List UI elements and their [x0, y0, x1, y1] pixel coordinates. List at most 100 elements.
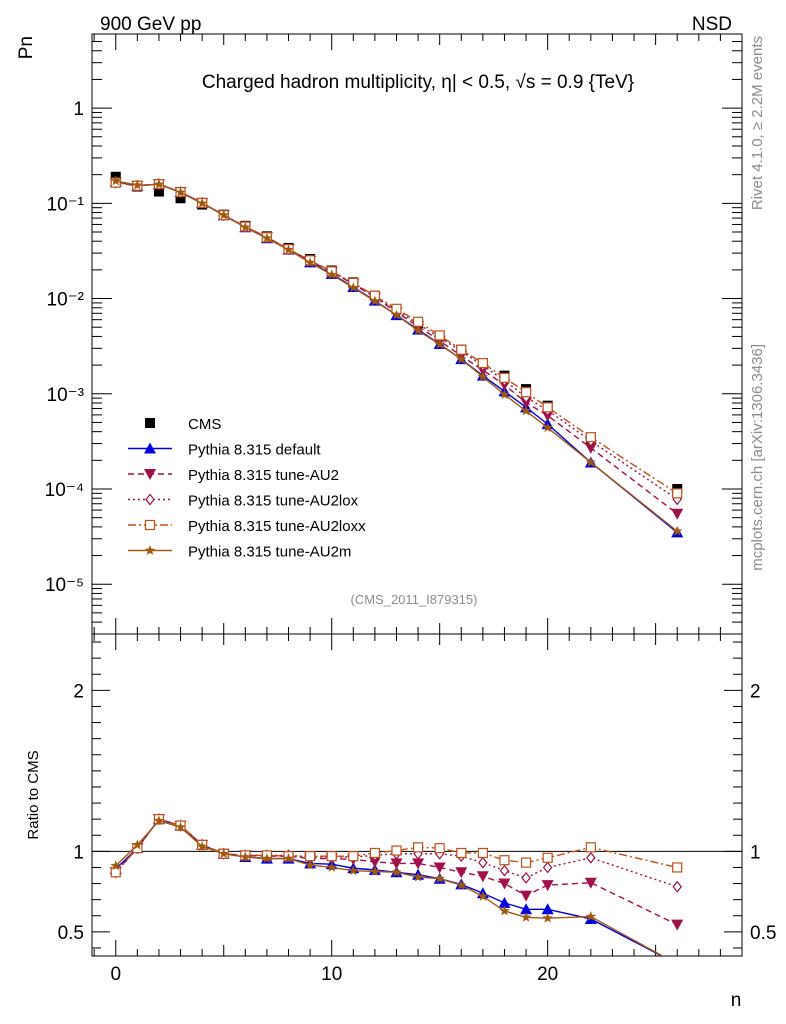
- analysis-label: (CMS_2011_I879315): [351, 592, 478, 607]
- main-series-pythia-8-315-tune-au2loxx-point: [412, 316, 424, 327]
- main-series-pythia-8-315-tune-au2m-point: [348, 282, 359, 293]
- main-series-pythia-8-315-tune-au2loxx-point: [542, 402, 553, 413]
- ratio-series-pythia-8-315-tune-au2-point: [541, 880, 554, 892]
- ratio-series-pythia-8-315-tune-au2m-point: [520, 911, 532, 922]
- main-series-cms-point: [153, 186, 164, 197]
- ratio-series-pythia-8-315-tune-au2lox-point: [478, 856, 488, 869]
- legend-entry-pythia-8-315-tune-au2lox-marker: [145, 493, 155, 506]
- legend-entry-pythia-8-315-tune-au2m-marker: [144, 545, 156, 555]
- main-series-pythia-8-315-tune-au2m-point: [585, 456, 597, 467]
- ratio-y-tick-label: 2: [73, 681, 84, 702]
- ratio-series-pythia-8-315-tune-au2m-point: [304, 859, 316, 870]
- ratio-series-pythia-8-315-default-point: [541, 903, 554, 915]
- x-axis-label: n: [731, 990, 742, 1011]
- ratio-series-pythia-8-315-tune-au2m-point: [369, 865, 381, 876]
- ratio-series-pythia-8-315-tune-au2-point: [520, 890, 533, 902]
- ratio-series-pythia-8-315-tune-au2loxx-point: [412, 842, 424, 853]
- main-series-pythia-8-315-tune-au2loxx-point: [585, 432, 596, 443]
- ratio-series-pythia-8-315-tune-au2m-point: [110, 860, 121, 871]
- legend-entry-pythia-8-315-tune-au2m-label: Pythia 8.315 tune-AU2m: [188, 544, 351, 561]
- ratio-series-pythia-8-315-tune-au2-point: [671, 919, 684, 931]
- y-tick-label: 10⁻¹: [47, 194, 85, 215]
- legend-entry-pythia-8-315-tune-au2loxx-label: Pythia 8.315 tune-AU2loxx: [188, 518, 366, 535]
- ratio-series-pythia-8-315-tune-au2loxx-point: [542, 852, 553, 863]
- legend-entry-pythia-8-315-tune-au2lox-label: Pythia 8.315 tune-AU2lox: [188, 493, 359, 510]
- ratio-series-pythia-8-315-tune-au2lox-point: [521, 871, 531, 884]
- main-series-pythia-8-315-tune-au2-point: [584, 442, 597, 454]
- main-series-pythia-8-315-tune-au2m-point: [456, 353, 467, 364]
- main-series-pythia-8-315-tune-au2m-point: [261, 232, 273, 243]
- ratio-series-pythia-8-315-tune-au2m-point: [153, 815, 165, 826]
- x-tick-label: 0: [110, 964, 121, 985]
- ratio-series-pythia-8-315-tune-au2m-point: [434, 873, 445, 884]
- main-series-pythia-8-315-tune-au2loxx-point: [499, 372, 510, 383]
- ratio-series-pythia-8-315-tune-au2m-point: [542, 912, 553, 923]
- ratio-series-pythia-8-315-tune-au2m-point: [175, 821, 186, 832]
- ratio-series-pythia-8-315-tune-au2m-point: [348, 865, 359, 876]
- ratio-series-pythia-8-315-tune-au2loxx-point: [499, 855, 510, 866]
- y-tick-label: 1: [73, 99, 84, 120]
- main-series-pythia-8-315-tune-au2loxx-point: [477, 357, 488, 369]
- ratio-series-pythia-8-315-tune-au2m-point: [132, 839, 143, 850]
- main-series-pythia-8-315-tune-au2m-point: [369, 295, 381, 306]
- legend-entry-pythia-8-315-tune-au2loxx-marker: [144, 519, 156, 531]
- ratio-series-pythia-8-315-tune-au2m-point: [499, 905, 510, 916]
- corner-left-label: 900 GeV pp: [100, 14, 201, 35]
- ratio-series-pythia-8-315-tune-au2loxx-point: [434, 843, 445, 854]
- ratio-series-pythia-8-315-tune-au2m-point: [585, 911, 597, 921]
- y-tick-label: 10⁻⁴: [45, 480, 84, 501]
- ratio-series-pythia-8-315-tune-au2lox-point: [672, 880, 682, 893]
- ratio-frame-border: [91, 633, 743, 957]
- ratio-series-pythia-8-315-tune-au2m-point: [218, 848, 229, 859]
- legend: CMS Pythia 8.315 default Pythia 8.315 tune…: [128, 416, 366, 561]
- main-series-pythia-8-315-tune-au2m-point: [283, 244, 294, 255]
- ratio-series-pythia-8-315-tune-au2-point: [412, 858, 425, 870]
- ratio-series-pythia-8-315-tune-au2lox-point: [499, 864, 510, 877]
- main-series-pythia-8-315-tune-au2loxx-point: [672, 488, 683, 499]
- ratio-series-pythia-8-315-tune-au2loxx-point: [672, 862, 683, 873]
- ratio-series-pythia-8-315-default-point: [520, 903, 533, 915]
- ratio-y-tick-label-right: 2: [750, 681, 761, 702]
- main-series-pythia-8-315-tune-au2m-point: [153, 178, 165, 189]
- main-series-pythia-8-315-tune-au2m-point: [477, 371, 489, 382]
- ratio-series-pythia-8-315-tune-au2loxx-point: [348, 851, 359, 862]
- ratio-series-pythia-8-315-tune-au2loxx-point: [585, 842, 596, 853]
- ratio-y-tick-label: 1: [73, 842, 84, 863]
- ratio-series-pythia-8-315-tune-au2m-point: [326, 861, 337, 872]
- side-text-mcplots: mcplots.cern.ch [arXiv:1306.3436]: [749, 344, 766, 571]
- ratio-series-pythia-8-315-tune-au2m-point: [391, 866, 402, 877]
- ratio-series-pythia-8-315-tune-au2m-point: [240, 851, 251, 862]
- side-text-rivet: Rivet 4.1.0, ≥ 2.2M events: [749, 36, 766, 210]
- legend-entry-pythia-8-315-default-marker: [144, 442, 156, 454]
- main-series-cms-point: [175, 193, 186, 204]
- main-series-pythia-8-315-tune-au2m-point: [218, 209, 229, 220]
- ratio-series-pythia-8-315-tune-au2loxx-point: [477, 847, 488, 859]
- y-tick-label: 10⁻⁵: [45, 575, 84, 596]
- ratio-series-pythia-8-315-tune-au2m-point: [456, 879, 467, 890]
- ratio-series-pythia-8-315-tune-au2loxx-point: [305, 851, 316, 862]
- ratio-series-pythia-8-315-tune-au2loxx-point: [326, 851, 337, 862]
- ratio-series-pythia-8-315-default-point: [498, 896, 511, 908]
- ratio-series-pythia-8-315-tune-au2lox-point: [542, 861, 553, 874]
- main-series-pythia-8-315-tune-au2m-point: [175, 186, 186, 197]
- y-tick-label: 10⁻²: [47, 290, 85, 311]
- ratio-series-pythia-8-315-tune-au2loxx-point: [369, 847, 380, 859]
- main-series-pythia-8-315-tune-au2loxx-point: [434, 330, 445, 341]
- ratio-series-pythia-8-315-tune-au2-point: [584, 877, 597, 889]
- main-series-pythia-8-315-tune-au2m-point: [326, 269, 337, 280]
- legend-entry-cms-marker: [145, 418, 155, 428]
- ratio-series-pythia-8-315-tune-au2lox-point: [586, 851, 596, 864]
- legend-entry-pythia-8-315-tune-au2-label: Pythia 8.315 tune-AU2: [188, 467, 339, 484]
- main-series-pythia-8-315-tune-au2m-point: [434, 338, 445, 349]
- ratio-series-pythia-8-315-tune-au2m-point: [196, 841, 208, 851]
- ratio-y-axis-label: Ratio to CMS: [25, 750, 42, 839]
- ratio-series-pythia-8-315-tune-au2m-point: [261, 853, 273, 864]
- main-plot-frame: 1 10⁻¹ 10⁻² 10⁻³ 10⁻⁴ 10⁻⁵: [45, 33, 743, 956]
- ratio-y-tick-label: 0.5: [58, 923, 84, 944]
- main-series-pythia-8-315-tune-au2m-point: [240, 221, 251, 232]
- legend-entry-cms-label: CMS: [188, 416, 221, 433]
- main-series-pythia-8-315-tune-au2m-point: [520, 405, 532, 416]
- legend-entry-pythia-8-315-tune-au2-marker: [144, 469, 156, 480]
- main-title: Charged hadron multiplicity, η| < 0.5, √…: [202, 72, 634, 93]
